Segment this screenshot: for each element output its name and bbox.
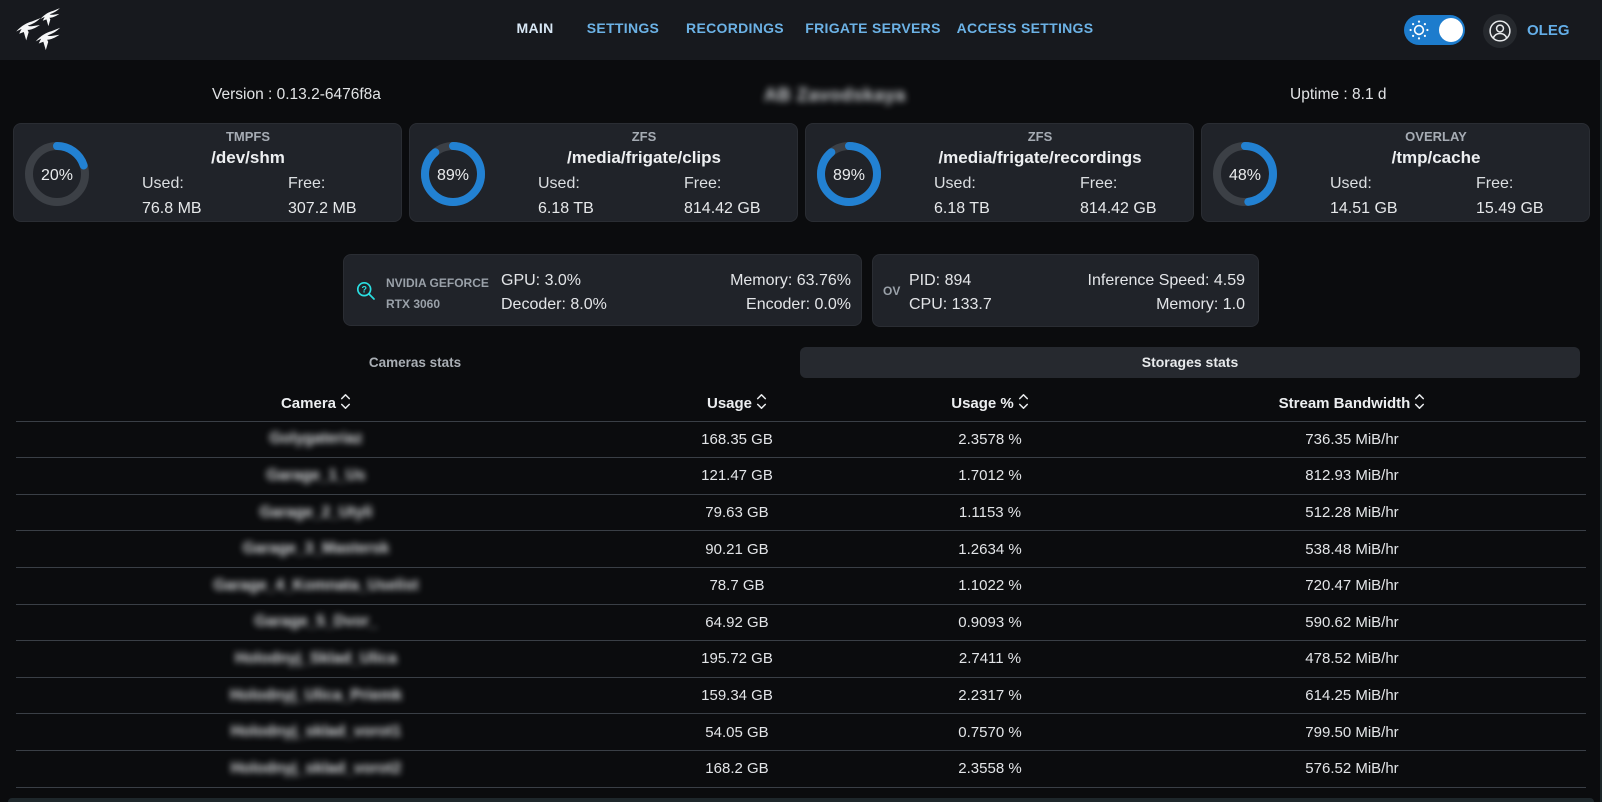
svg-text:20%: 20% [41,167,73,184]
svg-text:?: ? [361,284,367,294]
svg-text:48%: 48% [1229,167,1261,184]
svg-text:89%: 89% [833,167,865,184]
svg-text:89%: 89% [437,167,469,184]
